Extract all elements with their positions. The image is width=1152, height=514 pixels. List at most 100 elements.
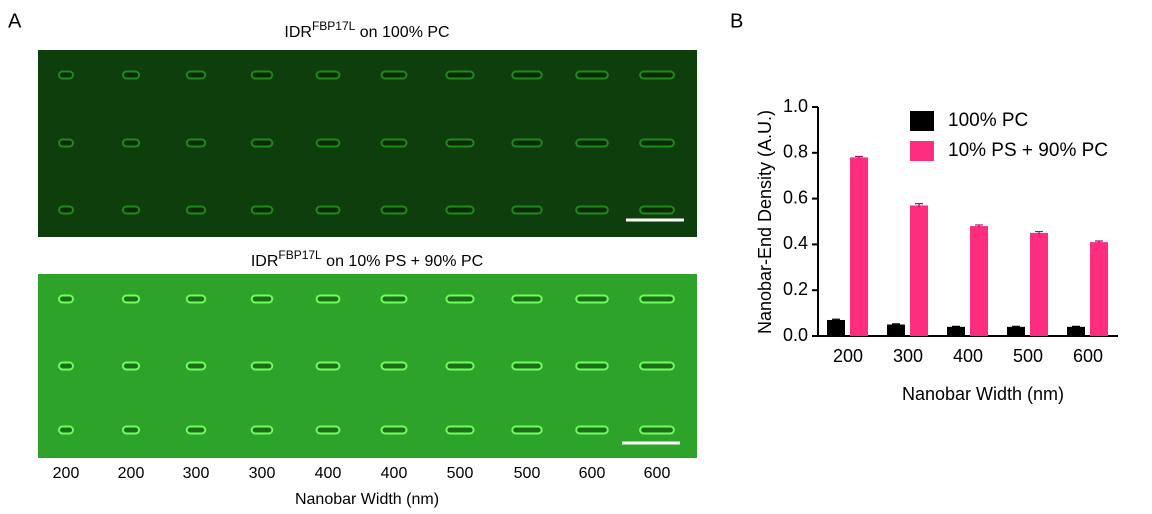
nanobar bbox=[380, 294, 408, 304]
error-bar bbox=[832, 318, 840, 321]
nanobar bbox=[511, 205, 543, 215]
nanobar bbox=[511, 138, 543, 148]
legend-swatch bbox=[910, 141, 934, 161]
nanobar bbox=[445, 361, 475, 371]
nanobar bbox=[121, 205, 141, 215]
nanobar bbox=[58, 205, 74, 215]
nanobar bbox=[315, 70, 341, 80]
x-tick-label: 400 bbox=[315, 465, 342, 482]
nanobar bbox=[511, 70, 543, 80]
nanobar bbox=[185, 205, 207, 215]
x-tick-label: 600 bbox=[1073, 346, 1103, 366]
nanobar bbox=[250, 294, 274, 304]
nanobar bbox=[121, 138, 141, 148]
x-tick-label: 500 bbox=[1013, 346, 1043, 366]
nanobar bbox=[575, 138, 609, 148]
nanobar bbox=[380, 70, 408, 80]
nanobar bbox=[380, 361, 408, 371]
x-tick-label: 300 bbox=[893, 346, 923, 366]
x-tick-label: 500 bbox=[514, 465, 541, 482]
nanobar bbox=[58, 425, 74, 435]
nanobar bbox=[185, 361, 207, 371]
title-sup: FBP17L bbox=[278, 248, 322, 262]
nanobar bbox=[639, 138, 675, 148]
nanobar bbox=[639, 205, 675, 215]
nanobar bbox=[380, 138, 408, 148]
x-tick-label: 600 bbox=[579, 465, 606, 482]
panel-label: A bbox=[8, 10, 22, 32]
nanobar bbox=[58, 294, 74, 304]
nanobar bbox=[639, 294, 675, 304]
bar bbox=[887, 324, 905, 336]
error-bar bbox=[1012, 325, 1020, 328]
y-tick-label: 0.0 bbox=[783, 325, 808, 345]
nanobar bbox=[250, 425, 274, 435]
nanobar bbox=[185, 70, 207, 80]
panel-label: B bbox=[730, 10, 743, 32]
error-bar bbox=[1095, 240, 1103, 244]
nanobar bbox=[445, 138, 475, 148]
error-bar bbox=[915, 203, 923, 208]
nanobar bbox=[445, 205, 475, 215]
bar bbox=[947, 326, 965, 336]
nanobar bbox=[315, 205, 341, 215]
y-tick-label: 1.0 bbox=[783, 96, 808, 116]
x-tick-label: 200 bbox=[833, 346, 863, 366]
nanobar bbox=[185, 138, 207, 148]
x-title: Nanobar Width (nm) bbox=[295, 491, 439, 508]
x-tick-label: 400 bbox=[953, 346, 983, 366]
nanobar bbox=[315, 294, 341, 304]
nanobar bbox=[315, 361, 341, 371]
nanobar bbox=[639, 361, 675, 371]
nanobar bbox=[250, 361, 274, 371]
title-part: on 100% PC bbox=[355, 24, 449, 41]
nanobar bbox=[639, 425, 675, 435]
x-tick-label: 300 bbox=[249, 465, 276, 482]
nanobar bbox=[121, 425, 141, 435]
y-tick-label: 0.4 bbox=[783, 233, 808, 253]
bar bbox=[1007, 326, 1025, 336]
nanobar bbox=[511, 361, 543, 371]
nanobar bbox=[315, 138, 341, 148]
error-bar bbox=[855, 155, 863, 159]
x-tick-label: 300 bbox=[183, 465, 210, 482]
nanobar bbox=[575, 70, 609, 80]
bar bbox=[1090, 242, 1108, 336]
nanobar bbox=[58, 138, 74, 148]
bar bbox=[970, 226, 988, 336]
bar bbox=[1067, 326, 1085, 336]
nanobar bbox=[380, 425, 408, 435]
y-title: Nanobar-End Density (A.U.) bbox=[755, 110, 775, 334]
y-tick-label: 0.2 bbox=[783, 279, 808, 299]
nanobar bbox=[575, 294, 609, 304]
nanobar bbox=[185, 425, 207, 435]
nanobar bbox=[185, 294, 207, 304]
nanobars bbox=[58, 70, 675, 435]
legend-label: 100% PC bbox=[948, 110, 1028, 131]
bar bbox=[850, 157, 868, 336]
nanobar bbox=[58, 70, 74, 80]
nanobar bbox=[121, 294, 141, 304]
y-tick-label: 0.6 bbox=[783, 187, 808, 207]
y-tick-label: 0.8 bbox=[783, 142, 808, 162]
x-tick-label: 200 bbox=[53, 465, 80, 482]
nanobar bbox=[639, 70, 675, 80]
bar bbox=[910, 205, 928, 336]
nanobar bbox=[121, 70, 141, 80]
error-bar bbox=[892, 323, 900, 326]
nanobar bbox=[445, 294, 475, 304]
error-bar bbox=[975, 224, 983, 228]
title-part: on 10% PS + 90% PC bbox=[322, 253, 483, 270]
nanobar bbox=[250, 205, 274, 215]
nanobar bbox=[445, 70, 475, 80]
nanobar bbox=[250, 138, 274, 148]
image-title: IDRFBP17L on 10% PS + 90% PC bbox=[251, 248, 483, 270]
bar bbox=[1030, 232, 1048, 336]
x-tick-label: 600 bbox=[644, 465, 671, 482]
nanobar bbox=[250, 70, 274, 80]
x-title: Nanobar Width (nm) bbox=[902, 384, 1064, 404]
x-tick-label: 400 bbox=[381, 465, 408, 482]
nanobar bbox=[511, 294, 543, 304]
nanobar bbox=[575, 361, 609, 371]
image-title: IDRFBP17L on 100% PC bbox=[284, 19, 449, 41]
